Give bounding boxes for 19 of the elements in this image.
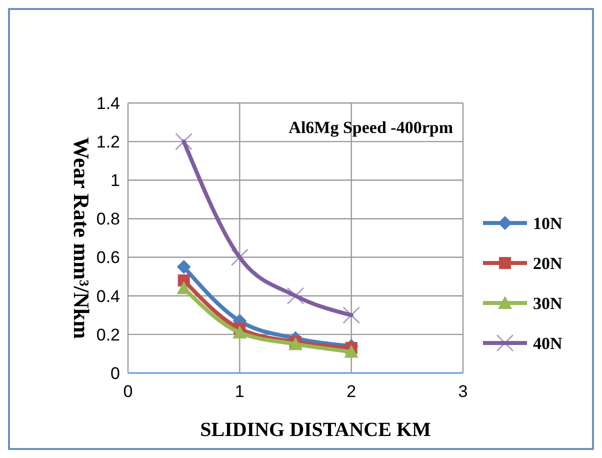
y-tick-label: 0.2 <box>96 325 120 344</box>
annotation: Al6Mg Speed -400rpm <box>288 118 453 137</box>
y-tick-label: 1.2 <box>96 132 120 152</box>
legend-label: 10N <box>533 214 563 233</box>
y-axis-title: Wear Rate mm³/Nkm <box>69 137 94 339</box>
y-tick-label: 0 <box>110 364 120 383</box>
y-tick-label: 1.4 <box>96 94 120 113</box>
x-axis-title: SLIDING DISTANCE KM <box>200 419 432 441</box>
y-tick-label: 1 <box>110 171 120 190</box>
legend-label: 40N <box>533 334 563 353</box>
x-tick-label: 3 <box>458 382 468 401</box>
y-tick-label: 0.8 <box>96 210 120 229</box>
y-tick-label: 0.6 <box>96 248 120 268</box>
x-tick-label: 1 <box>234 382 244 401</box>
y-tick-label: 0.4 <box>96 286 120 306</box>
x-tick-label: 2 <box>346 382 356 401</box>
legend-label: 30N <box>533 294 563 313</box>
legend-label: 20N <box>533 254 563 273</box>
x-tick-label: 0 <box>123 382 133 401</box>
